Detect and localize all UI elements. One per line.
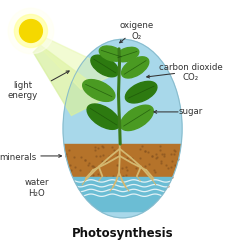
Text: Photosynthesis: Photosynthesis: [72, 227, 173, 240]
Ellipse shape: [99, 46, 124, 61]
Ellipse shape: [120, 105, 153, 130]
Circle shape: [8, 8, 54, 54]
Polygon shape: [33, 45, 109, 116]
Text: light
energy: light energy: [7, 81, 38, 100]
Polygon shape: [36, 177, 209, 211]
Ellipse shape: [125, 81, 157, 103]
Polygon shape: [36, 144, 209, 192]
Circle shape: [20, 20, 42, 42]
Ellipse shape: [91, 55, 119, 77]
Circle shape: [14, 14, 48, 48]
Ellipse shape: [87, 104, 120, 129]
Ellipse shape: [63, 39, 182, 218]
Ellipse shape: [83, 80, 115, 102]
Ellipse shape: [116, 47, 139, 62]
Text: sugar: sugar: [178, 108, 203, 116]
Text: oxigene
O₂: oxigene O₂: [120, 21, 154, 41]
Text: water
H₂O: water H₂O: [25, 178, 49, 198]
Polygon shape: [38, 38, 119, 89]
Text: carbon dioxide
CO₂: carbon dioxide CO₂: [159, 63, 222, 82]
Text: minerals: minerals: [0, 153, 36, 162]
Ellipse shape: [122, 57, 149, 78]
